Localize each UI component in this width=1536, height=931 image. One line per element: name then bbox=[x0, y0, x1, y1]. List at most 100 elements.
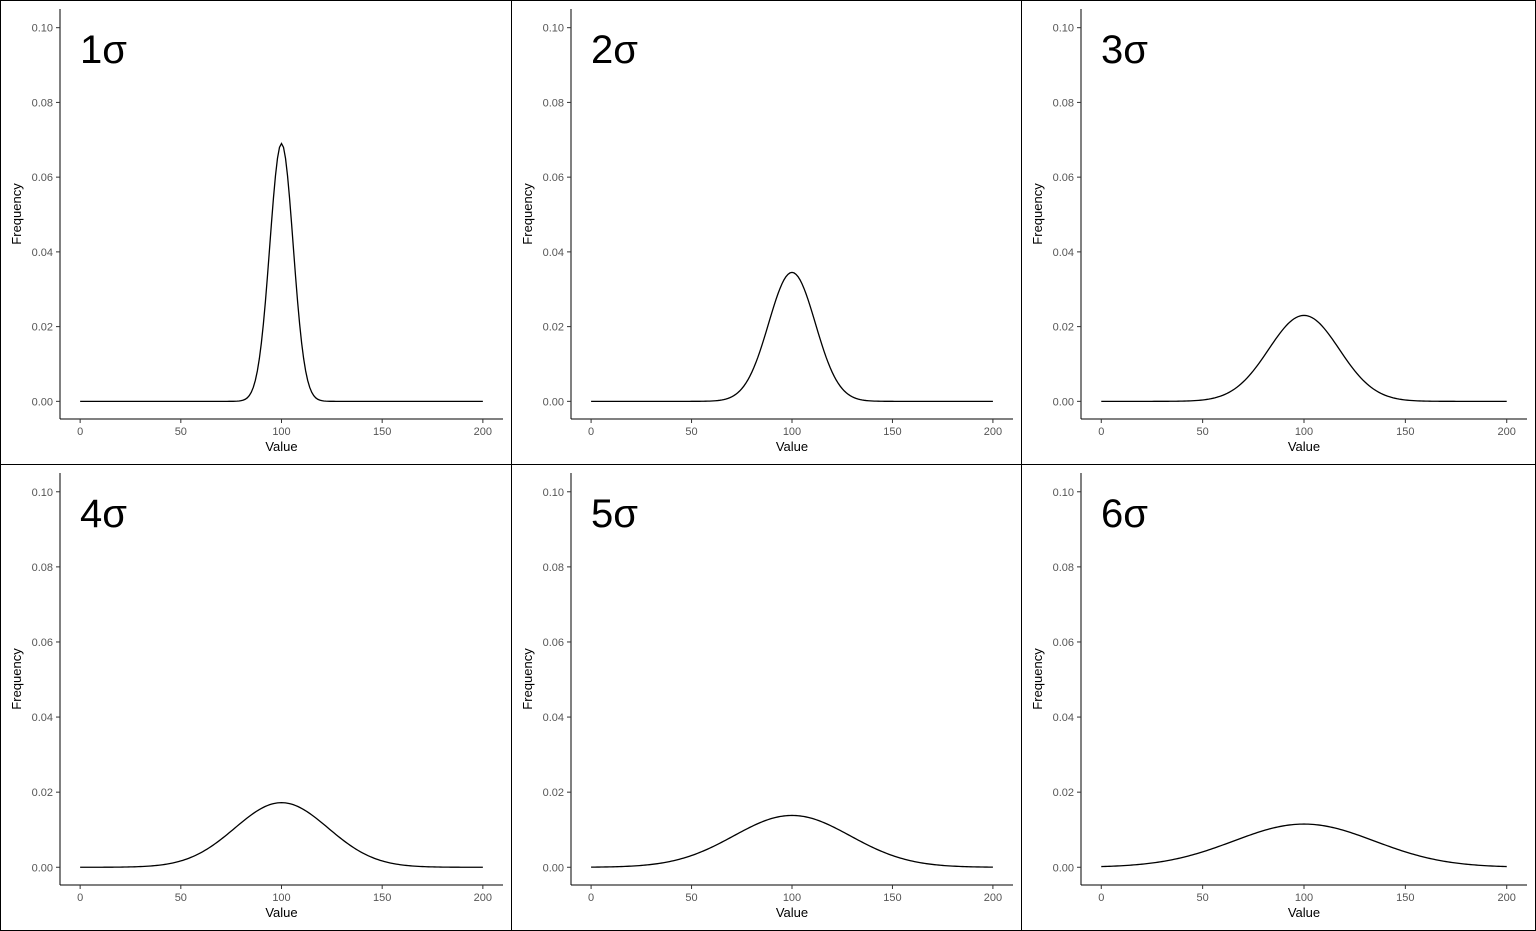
y-tick-label: 0.08 bbox=[32, 562, 53, 574]
x-axis-title: Value bbox=[265, 439, 297, 454]
y-tick-label: 0.08 bbox=[1053, 562, 1074, 574]
y-tick-label: 0.10 bbox=[543, 487, 564, 499]
y-tick-label: 0.10 bbox=[543, 23, 564, 35]
x-tick-label: 100 bbox=[783, 426, 801, 438]
y-axis-title: Frequency bbox=[520, 648, 535, 710]
y-tick-label: 0.02 bbox=[32, 322, 53, 334]
y-tick-label: 0.00 bbox=[543, 396, 564, 408]
x-tick-label: 150 bbox=[373, 892, 391, 904]
y-tick-label: 0.02 bbox=[1053, 322, 1074, 334]
x-tick-label: 100 bbox=[1295, 426, 1313, 438]
x-axis-title: Value bbox=[776, 905, 808, 920]
chart-panel-3: 0 50 100 150 200 0.00 0.02 0.04 0.06 0.08 0.10 Valu… bbox=[1021, 0, 1536, 465]
y-tick-label: 0.00 bbox=[543, 862, 564, 874]
x-tick-label: 50 bbox=[1197, 892, 1209, 904]
y-tick-label: 0.02 bbox=[1053, 787, 1074, 799]
distribution-curve bbox=[591, 271, 993, 402]
y-tick-label: 0.04 bbox=[32, 712, 53, 724]
x-tick-label: 200 bbox=[474, 426, 492, 438]
chart-panel-6: 0 50 100 150 200 0.00 0.02 0.04 0.06 0.08 0.10 Valu… bbox=[1021, 464, 1536, 931]
y-tick-label: 0.08 bbox=[543, 97, 564, 109]
x-tick-label: 200 bbox=[984, 426, 1002, 438]
y-tick-label: 0.06 bbox=[543, 637, 564, 649]
distribution-curve bbox=[80, 142, 483, 402]
y-tick-label: 0.08 bbox=[1053, 97, 1074, 109]
x-tick-label: 50 bbox=[175, 892, 187, 904]
y-tick-label: 0.06 bbox=[543, 172, 564, 184]
chart-panel-4: 0 50 100 150 200 0.00 0.02 0.04 0.06 0.08 0.10 Valu… bbox=[0, 464, 512, 931]
y-tick-label: 0.06 bbox=[32, 172, 53, 184]
x-tick-label: 0 bbox=[1098, 426, 1104, 438]
y-axis-title: Frequency bbox=[1030, 648, 1045, 710]
y-axis-title: Frequency bbox=[9, 183, 24, 245]
y-tick-label: 0.00 bbox=[1053, 862, 1074, 874]
x-tick-label: 200 bbox=[1498, 892, 1516, 904]
distribution-curve bbox=[1101, 314, 1507, 402]
x-tick-label: 50 bbox=[1197, 426, 1209, 438]
chart-svg: 0 50 100 150 200 0.00 0.02 0.04 0.06 0.08 0.10 Valu… bbox=[1030, 473, 1527, 920]
x-tick-label: 100 bbox=[1295, 892, 1313, 904]
x-tick-label: 150 bbox=[883, 892, 901, 904]
distribution-curve bbox=[1101, 823, 1507, 868]
y-tick-label: 0.00 bbox=[1053, 396, 1074, 408]
panel-label: 1σ bbox=[80, 28, 127, 72]
chart-panel-2: 0 50 100 150 200 0.00 0.02 0.04 0.06 0.08 0.10 Valu… bbox=[511, 0, 1022, 465]
y-tick-label: 0.06 bbox=[1053, 637, 1074, 649]
y-axis-title: Frequency bbox=[1030, 183, 1045, 245]
x-axis-title: Value bbox=[1288, 905, 1320, 920]
x-tick-label: 150 bbox=[883, 426, 901, 438]
chart-svg: 0 50 100 150 200 0.00 0.02 0.04 0.06 0.08 0.10 Valu… bbox=[9, 473, 503, 920]
y-tick-label: 0.02 bbox=[543, 322, 564, 334]
distribution-curve bbox=[591, 814, 993, 868]
y-tick-label: 0.10 bbox=[32, 487, 53, 499]
chart-svg: 0 50 100 150 200 0.00 0.02 0.04 0.06 0.08 0.10 Valu… bbox=[9, 9, 503, 454]
x-tick-label: 100 bbox=[783, 892, 801, 904]
y-tick-label: 0.06 bbox=[32, 637, 53, 649]
y-tick-label: 0.04 bbox=[543, 247, 564, 259]
y-tick-label: 0.10 bbox=[1053, 487, 1074, 499]
panel-label: 3σ bbox=[1101, 28, 1148, 72]
y-tick-label: 0.00 bbox=[32, 396, 53, 408]
chart-svg: 0 50 100 150 200 0.00 0.02 0.04 0.06 0.08 0.10 Valu… bbox=[520, 473, 1013, 920]
x-tick-label: 50 bbox=[685, 426, 697, 438]
y-axis-title: Frequency bbox=[520, 183, 535, 245]
distribution-curve bbox=[80, 802, 483, 868]
panel-label: 4σ bbox=[80, 492, 127, 536]
x-tick-label: 200 bbox=[984, 892, 1002, 904]
y-tick-label: 0.04 bbox=[32, 247, 53, 259]
x-tick-label: 0 bbox=[1098, 892, 1104, 904]
x-tick-label: 150 bbox=[1396, 426, 1414, 438]
y-tick-label: 0.04 bbox=[1053, 712, 1074, 724]
y-tick-label: 0.08 bbox=[32, 97, 53, 109]
y-tick-label: 0.10 bbox=[32, 23, 53, 35]
y-tick-label: 0.02 bbox=[32, 787, 53, 799]
x-tick-label: 100 bbox=[272, 426, 290, 438]
chart-panel-5: 0 50 100 150 200 0.00 0.02 0.04 0.06 0.08 0.10 Valu… bbox=[511, 464, 1022, 931]
x-tick-label: 0 bbox=[588, 892, 594, 904]
panel-label: 5σ bbox=[591, 492, 638, 536]
chart-svg: 0 50 100 150 200 0.00 0.02 0.04 0.06 0.08 0.10 Valu… bbox=[520, 9, 1013, 454]
y-tick-label: 0.08 bbox=[543, 562, 564, 574]
y-tick-label: 0.04 bbox=[543, 712, 564, 724]
chart-panel-1: 0 50 100 150 200 0.00 0.02 0.04 0.06 0.08 0.10 Valu… bbox=[0, 0, 512, 465]
x-tick-label: 150 bbox=[1396, 892, 1414, 904]
y-tick-label: 0.06 bbox=[1053, 172, 1074, 184]
x-axis-title: Value bbox=[1288, 439, 1320, 454]
x-axis-title: Value bbox=[776, 439, 808, 454]
y-tick-label: 0.02 bbox=[543, 787, 564, 799]
x-tick-label: 0 bbox=[77, 426, 83, 438]
x-axis-title: Value bbox=[265, 905, 297, 920]
x-tick-label: 0 bbox=[77, 892, 83, 904]
y-tick-label: 0.00 bbox=[32, 862, 53, 874]
chart-svg: 0 50 100 150 200 0.00 0.02 0.04 0.06 0.08 0.10 Valu… bbox=[1030, 9, 1527, 454]
y-tick-label: 0.10 bbox=[1053, 23, 1074, 35]
x-tick-label: 0 bbox=[588, 426, 594, 438]
panel-label: 6σ bbox=[1101, 492, 1148, 536]
panel-label: 2σ bbox=[591, 28, 638, 72]
x-tick-label: 100 bbox=[272, 892, 290, 904]
x-tick-label: 50 bbox=[685, 892, 697, 904]
y-axis-title: Frequency bbox=[9, 648, 24, 710]
y-tick-label: 0.04 bbox=[1053, 247, 1074, 259]
x-tick-label: 200 bbox=[474, 892, 492, 904]
